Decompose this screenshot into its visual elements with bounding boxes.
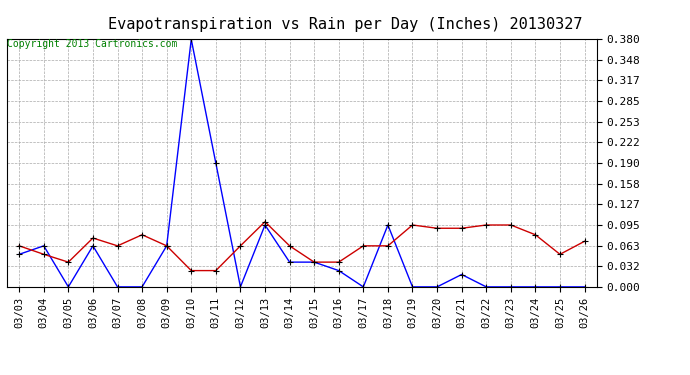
Text: Copyright 2013 Cartronics.com: Copyright 2013 Cartronics.com: [7, 39, 177, 50]
Text: Rain  (Inches): Rain (Inches): [464, 20, 546, 30]
Text: ET  (Inches): ET (Inches): [592, 20, 663, 30]
Text: Evapotranspiration vs Rain per Day (Inches) 20130327: Evapotranspiration vs Rain per Day (Inch…: [108, 17, 582, 32]
